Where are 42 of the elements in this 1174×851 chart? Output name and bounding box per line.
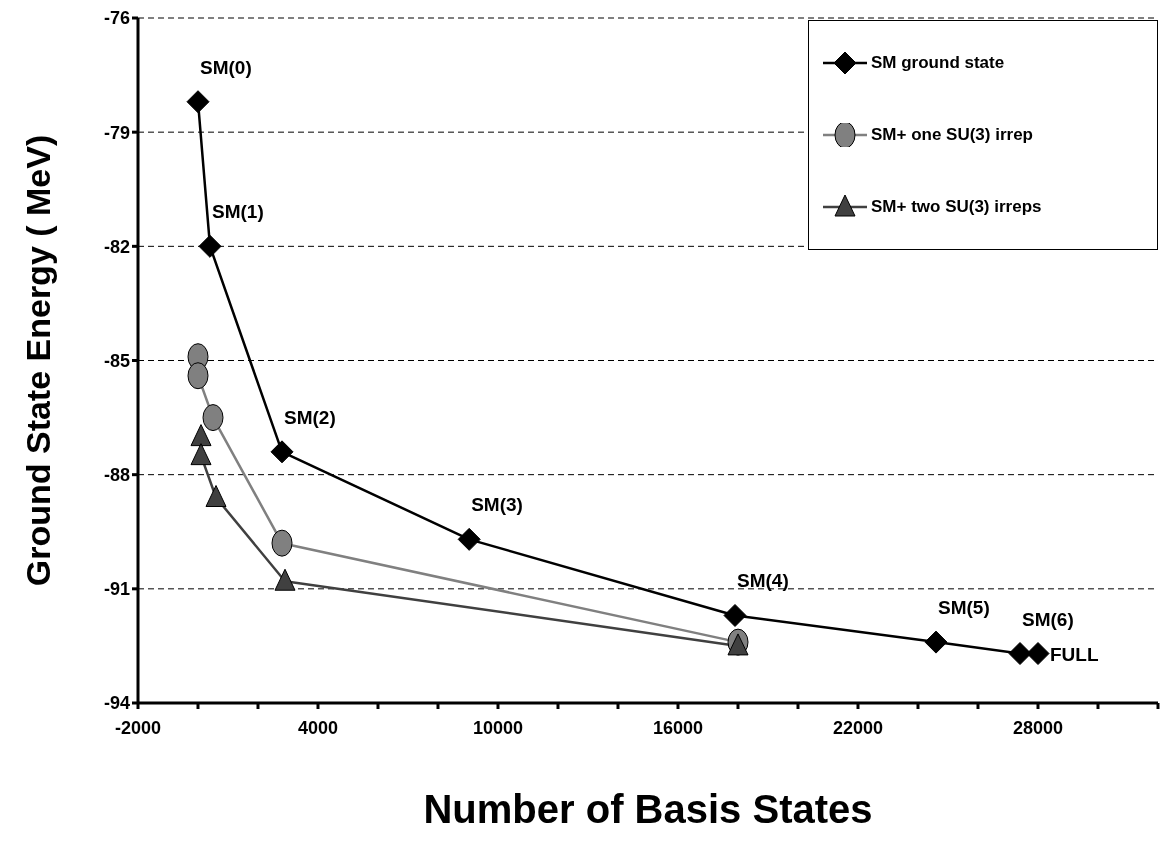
annotation: SM(2) bbox=[284, 406, 336, 428]
x-tick-label: 16000 bbox=[652, 717, 704, 738]
annotation: SM(6) bbox=[1022, 608, 1074, 630]
x-tick-label: 4000 bbox=[297, 717, 339, 738]
annotation: SM(1) bbox=[212, 201, 264, 223]
y-axis-title: Ground State Energy ( MeV) bbox=[19, 134, 58, 587]
point bbox=[205, 485, 227, 507]
point bbox=[1026, 642, 1050, 666]
annotation: FULL bbox=[1050, 643, 1099, 665]
legend-label: SM+ two SU(3) irreps bbox=[871, 197, 1042, 217]
point bbox=[1008, 642, 1032, 666]
point bbox=[187, 362, 209, 390]
y-tick-label: -82 bbox=[103, 236, 130, 257]
point bbox=[198, 234, 222, 258]
annotation: SM(5) bbox=[938, 597, 990, 619]
point bbox=[186, 90, 210, 114]
x-tick-label: 22000 bbox=[832, 717, 884, 738]
point bbox=[457, 527, 481, 551]
x-axis-title: Number of Basis States bbox=[423, 787, 873, 831]
y-tick-label: -94 bbox=[103, 693, 130, 714]
x-tick-label: -2000 bbox=[114, 717, 162, 738]
point bbox=[190, 443, 212, 466]
legend-label: SM ground state bbox=[871, 53, 1005, 73]
point bbox=[270, 440, 294, 464]
point bbox=[190, 424, 212, 447]
point bbox=[723, 603, 747, 627]
y-tick-label: -85 bbox=[103, 350, 130, 371]
annotation: SM(3) bbox=[471, 494, 523, 516]
point bbox=[274, 568, 296, 591]
annotation: SM(4) bbox=[737, 570, 789, 592]
point bbox=[727, 633, 749, 656]
point bbox=[924, 630, 948, 654]
y-tick-label: -79 bbox=[103, 122, 130, 143]
y-tick-label: -76 bbox=[103, 8, 130, 29]
point bbox=[271, 529, 293, 557]
legend-label: SM+ one SU(3) irrep bbox=[871, 125, 1034, 145]
point bbox=[202, 404, 224, 432]
annotation: SM(0) bbox=[200, 56, 252, 78]
y-tick-label: -91 bbox=[103, 579, 130, 600]
x-tick-label: 28000 bbox=[1012, 717, 1064, 738]
x-tick-label: 10000 bbox=[472, 717, 524, 738]
y-tick-label: -88 bbox=[103, 465, 130, 486]
